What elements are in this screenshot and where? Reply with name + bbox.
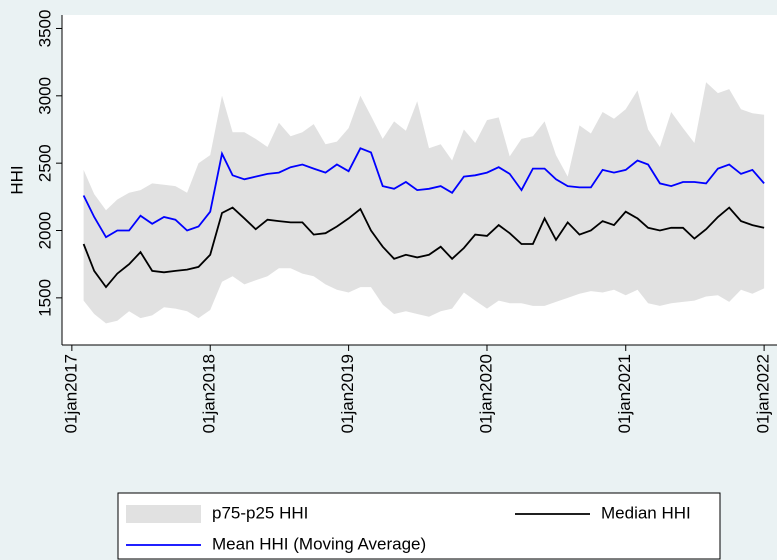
y-tick-label: 2500	[35, 144, 54, 182]
x-tick-label: 01jan2022	[754, 354, 773, 433]
x-tick-label: 01jan2017	[61, 354, 80, 433]
x-tick-label: 01jan2021	[615, 354, 634, 433]
y-tick-label: 3500	[35, 10, 54, 48]
y-axis-label: HHI	[7, 165, 26, 194]
legend	[117, 492, 721, 560]
x-tick-label: 01jan2019	[338, 354, 357, 433]
legend-label: Mean HHI (Moving Average)	[212, 534, 426, 553]
y-tick-label: 2000	[35, 212, 54, 250]
line	[82, 147, 765, 239]
y-tick-label: 3000	[35, 77, 54, 115]
legend-label: p75-p25 HHI	[212, 503, 308, 522]
legend-label: Median HHI	[601, 503, 691, 522]
line	[82, 206, 765, 289]
range-area	[83, 82, 765, 324]
legend-swatch	[126, 505, 201, 523]
x-tick-label: 01jan2020	[476, 354, 495, 433]
y-tick-label: 1500	[35, 279, 54, 317]
x-tick-label: 01jan2018	[200, 354, 219, 433]
